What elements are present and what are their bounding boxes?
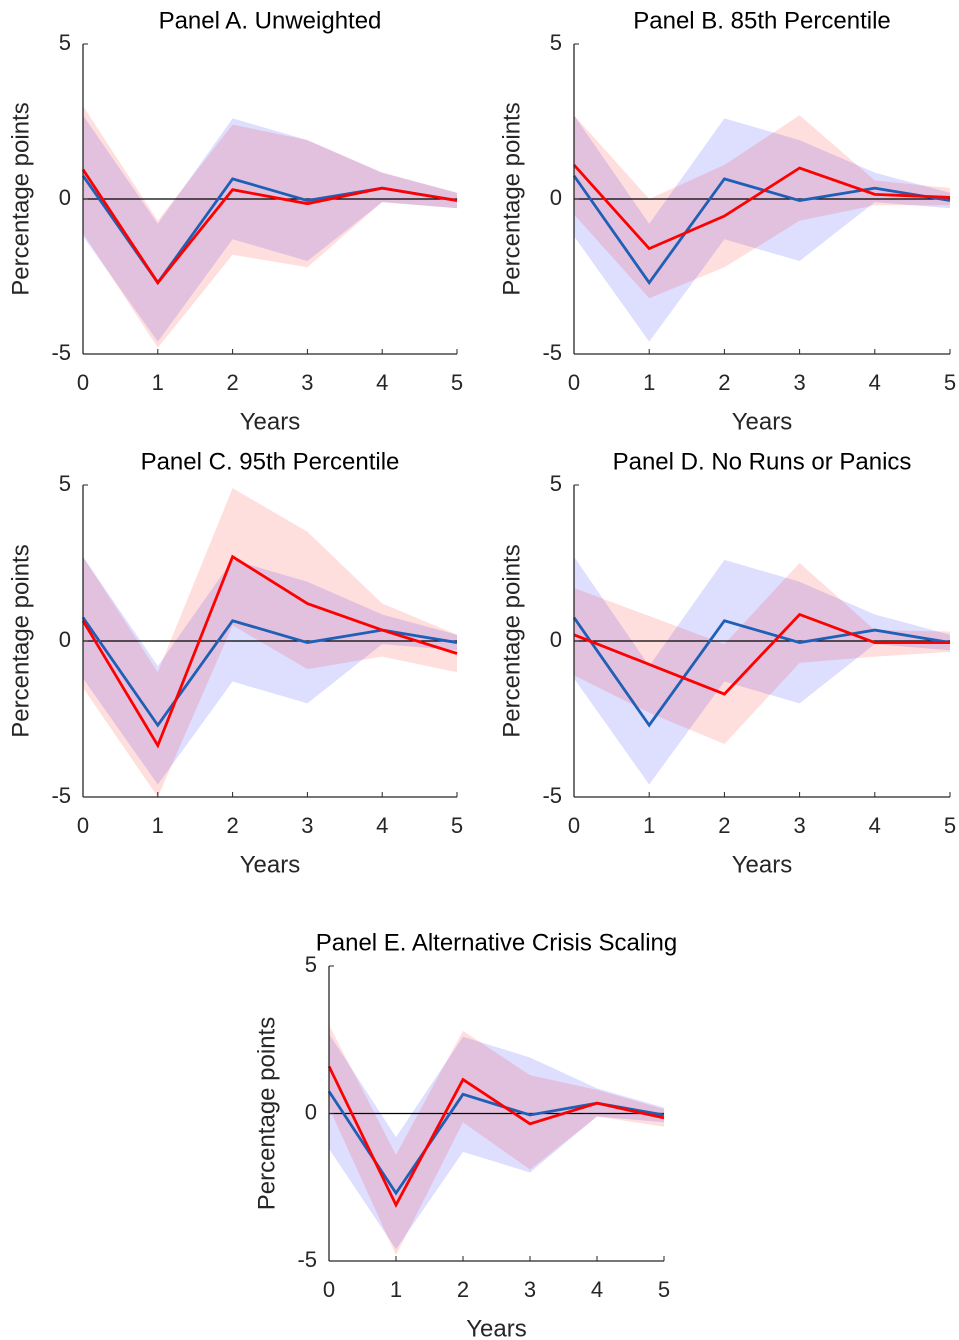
x-tick-label: 3 — [793, 813, 805, 838]
y-tick-label: -5 — [51, 340, 71, 365]
x-tick-label: 0 — [568, 813, 580, 838]
y-axis-label: Percentage points — [498, 102, 525, 295]
y-axis-label: Percentage points — [253, 1017, 280, 1210]
y-tick-label: 5 — [59, 471, 71, 496]
y-tick-label: 0 — [59, 185, 71, 210]
panel-title: Panel E. Alternative Crisis Scaling — [316, 929, 678, 956]
y-tick-label: 5 — [305, 952, 317, 977]
x-axis-label: Years — [732, 408, 793, 435]
panel-title: Panel A. Unweighted — [159, 7, 382, 34]
panel: Panel E. Alternative Crisis Scaling-5050… — [253, 929, 677, 1340]
x-tick-label: 3 — [793, 370, 805, 395]
x-tick-label: 5 — [451, 370, 463, 395]
panel-title: Panel D. No Runs or Panics — [613, 448, 912, 475]
y-axis-label: Percentage points — [7, 544, 34, 737]
x-tick-label: 1 — [152, 813, 164, 838]
x-tick-label: 1 — [643, 370, 655, 395]
series-line — [573, 612, 950, 696]
y-tick-label: 5 — [59, 30, 71, 55]
y-tick-label: -5 — [51, 783, 71, 808]
x-tick-label: 0 — [77, 370, 89, 395]
confidence-band — [83, 488, 457, 797]
y-tick-label: -5 — [542, 783, 562, 808]
y-tick-label: 5 — [550, 30, 562, 55]
x-tick-label: 3 — [524, 1277, 536, 1302]
confidence-band — [83, 115, 457, 342]
x-tick-label: 2 — [718, 370, 730, 395]
y-tick-label: 0 — [305, 1099, 317, 1124]
x-tick-label: 5 — [944, 370, 956, 395]
series-line — [572, 163, 951, 251]
x-tick-label: 0 — [77, 813, 89, 838]
x-tick-label: 2 — [226, 813, 238, 838]
series-line — [81, 616, 458, 728]
x-tick-label: 4 — [869, 370, 881, 395]
confidence-band — [574, 115, 950, 342]
panel-title: Panel B. 85th Percentile — [633, 7, 891, 34]
confidence-band — [329, 1033, 664, 1250]
x-axis-label: Years — [732, 851, 793, 878]
series-line — [572, 174, 951, 286]
x-tick-label: 1 — [390, 1277, 402, 1302]
x-axis-label: Years — [240, 408, 301, 435]
x-tick-label: 5 — [658, 1277, 670, 1302]
y-tick-label: -5 — [542, 340, 562, 365]
x-tick-label: 0 — [568, 370, 580, 395]
y-tick-label: 0 — [59, 627, 71, 652]
x-tick-label: 4 — [376, 370, 388, 395]
x-tick-label: 5 — [451, 813, 463, 838]
confidence-band — [574, 556, 950, 785]
x-tick-label: 3 — [301, 813, 313, 838]
confidence-band — [329, 1025, 664, 1256]
x-tick-label: 4 — [869, 813, 881, 838]
x-tick-label: 1 — [152, 370, 164, 395]
y-tick-label: -5 — [297, 1247, 317, 1272]
x-tick-label: 2 — [226, 370, 238, 395]
x-tick-label: 3 — [301, 370, 313, 395]
x-tick-label: 5 — [944, 813, 956, 838]
confidence-band — [83, 106, 457, 348]
panel-title: Panel C. 95th Percentile — [141, 448, 400, 475]
series-line — [572, 616, 951, 728]
x-tick-label: 4 — [376, 813, 388, 838]
series-line — [81, 554, 458, 749]
y-axis-label: Percentage points — [498, 544, 525, 737]
series-line — [81, 168, 458, 286]
confidence-band — [574, 115, 950, 299]
y-tick-label: 5 — [550, 471, 562, 496]
x-tick-label: 1 — [643, 813, 655, 838]
x-tick-label: 4 — [591, 1277, 603, 1302]
x-tick-label: 2 — [457, 1277, 469, 1302]
x-tick-label: 2 — [718, 813, 730, 838]
series-line — [327, 1065, 665, 1209]
x-axis-label: Years — [240, 851, 301, 878]
confidence-band — [83, 556, 457, 785]
x-tick-label: 0 — [323, 1277, 335, 1302]
y-tick-label: 0 — [550, 185, 562, 210]
x-axis-label: Years — [466, 1315, 527, 1340]
y-tick-label: 0 — [550, 627, 562, 652]
y-axis-label: Percentage points — [7, 102, 34, 295]
